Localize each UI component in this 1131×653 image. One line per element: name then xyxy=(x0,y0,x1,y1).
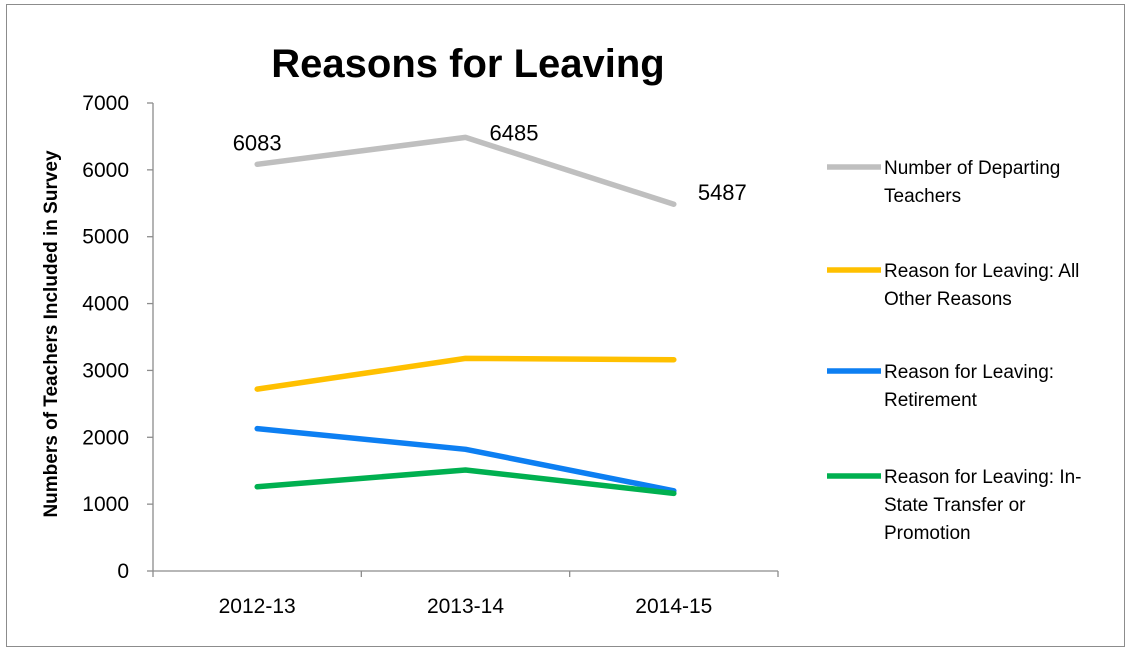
y-axis-label: Numbers of Teachers Included in Survey xyxy=(41,150,62,518)
data-label: 5487 xyxy=(698,180,747,205)
legend-label: Other Reasons xyxy=(884,289,1012,310)
legend: Number of Departing Teachers Reason for Le… xyxy=(827,158,1082,544)
legend-item-4: Reason for Leaving: In- State Transfer or… xyxy=(827,467,1082,544)
legend-item-2: Reason for Leaving: All Other Reasons xyxy=(827,261,1079,310)
chart-title: Reasons for Leaving xyxy=(271,42,664,86)
series-lines xyxy=(254,134,677,497)
series-line-4 xyxy=(254,467,677,497)
x-tick-label: 2013-14 xyxy=(427,595,504,618)
chart-frame xyxy=(6,4,1125,647)
y-tick-label: 4000 xyxy=(82,293,129,316)
y-tick-label: 1000 xyxy=(82,493,129,516)
y-tick-label: 0 xyxy=(117,560,129,583)
series-line-1 xyxy=(254,134,677,207)
legend-label: Reason for Leaving: In- xyxy=(884,467,1082,488)
y-tick-label: 7000 xyxy=(82,92,129,115)
y-tick-label: 3000 xyxy=(82,359,129,382)
data-label: 6485 xyxy=(490,120,539,145)
y-tick-label: 6000 xyxy=(82,159,129,182)
legend-label: Number of Departing xyxy=(884,158,1060,179)
data-label: 6083 xyxy=(233,130,282,155)
data-labels: 6083 6485 5487 xyxy=(233,120,747,205)
legend-label: Retirement xyxy=(884,390,978,411)
series-line-3 xyxy=(254,425,677,494)
axes xyxy=(147,102,779,577)
legend-label: Teachers xyxy=(884,186,961,207)
y-tick-label: 5000 xyxy=(82,226,129,249)
x-tick-label: 2012-13 xyxy=(219,595,296,618)
y-tick-label: 2000 xyxy=(82,426,129,449)
x-tick-label: 2014-15 xyxy=(635,595,712,618)
y-tick-labels: 0 1000 2000 3000 4000 5000 6000 7000 xyxy=(82,92,129,583)
legend-item-3: Reason for Leaving: Retirement xyxy=(827,362,1054,411)
series-line-2 xyxy=(254,355,677,392)
legend-label: State Transfer or xyxy=(884,495,1026,516)
legend-item-1: Number of Departing Teachers xyxy=(827,158,1060,207)
x-tick-labels: 2012-13 2013-14 2014-15 xyxy=(219,595,713,618)
legend-label: Promotion xyxy=(884,523,971,544)
legend-label: Reason for Leaving: All xyxy=(884,261,1079,282)
legend-label: Reason for Leaving: xyxy=(884,362,1054,383)
